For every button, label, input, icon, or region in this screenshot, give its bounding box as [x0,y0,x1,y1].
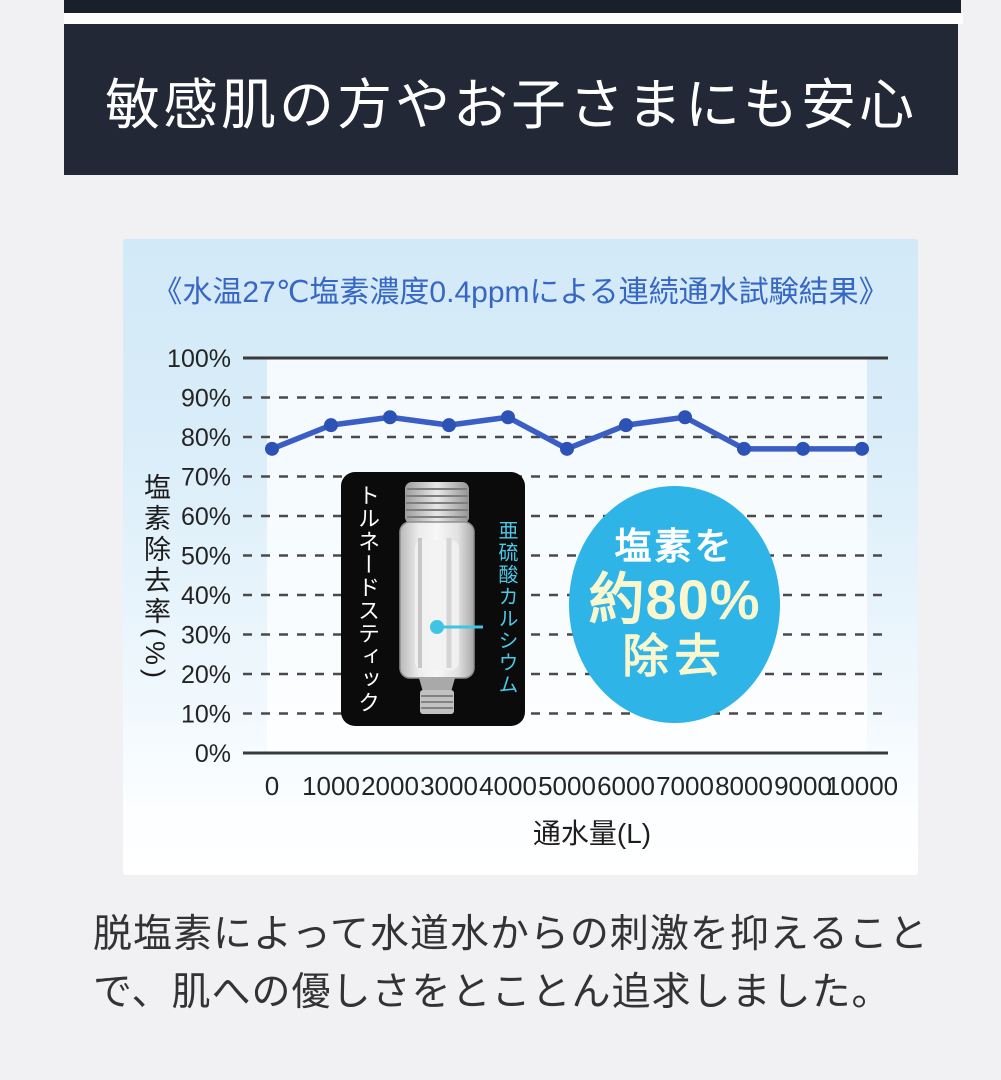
x-tick-label: 6000 [597,771,655,801]
y-tick-label: 0% [195,740,231,768]
product-box: トルネードスティック 亜硫酸カル [341,472,525,726]
data-point [619,418,633,433]
x-tick-label: 5000 [538,771,596,801]
y-tick-label: 100% [167,345,231,373]
footer-line1: 脱塩素によって水道水からの刺激を抑えること [93,913,929,956]
x-tick-label: 7000 [656,771,714,801]
data-point [678,410,692,425]
removal-badge: 塩素を 約80% 除去 [569,486,780,723]
cartridge-cap-ribs [406,488,468,518]
y-tick-label: 10% [181,701,231,729]
data-point [501,410,515,425]
data-point [855,441,869,456]
y-tick-label: 50% [181,543,231,571]
footer-line2: で、肌への優しさをとことん追求しました。 [93,971,892,1014]
top-white-strip [64,13,963,24]
badge-line3: 除去 [622,630,727,683]
y-tick-label: 20% [181,661,231,689]
y-tick-label: 90% [181,385,231,413]
header-banner: 敏感肌の方やお子さまにも安心 [64,24,958,175]
y-tick-label: 60% [181,503,231,531]
data-point [383,410,397,425]
y-tick-label: 30% [181,622,231,650]
badge-line1: 塩素を [614,526,735,568]
filter-cartridge-image [399,482,483,714]
badge-line2: 約80% [588,567,761,631]
data-point [442,418,456,433]
x-tick-label: 9000 [774,771,832,801]
product-name-label: トルネードスティック [355,484,380,714]
chart-title: 《水温27℃塩素濃度0.4ppmによる連続通水試験結果》 [152,276,889,309]
data-point [265,441,279,456]
x-axis-title: 通水量(L) [533,818,651,849]
x-tick-label: 10000 [826,771,898,801]
y-tick-label: 70% [181,464,231,492]
top-dark-strip [64,0,961,13]
product-material-label: 亜硫酸カルシウム [495,520,517,696]
x-tick-label: 4000 [479,771,537,801]
x-tick-label: 0 [265,771,279,801]
y-axis-title: 塩素除去率(%) [140,473,170,682]
footer-text: 脱塩素によって水道水からの刺激を抑えること で、肌への優しさをとことん追求しまし… [93,906,963,1022]
data-point [796,441,810,456]
data-point [560,441,574,456]
data-point [324,418,338,433]
x-tick-label: 1000 [302,771,360,801]
y-tick-label: 80% [181,424,231,452]
banner-title: 敏感肌の方やお子さまにも安心 [104,73,917,136]
x-tick-label: 3000 [420,771,478,801]
y-tick-label: 40% [181,582,231,610]
x-tick-label: 8000 [715,771,773,801]
callout-dot [430,620,444,634]
x-tick-label: 2000 [361,771,419,801]
cartridge-neck [419,678,455,692]
data-point [737,441,751,456]
